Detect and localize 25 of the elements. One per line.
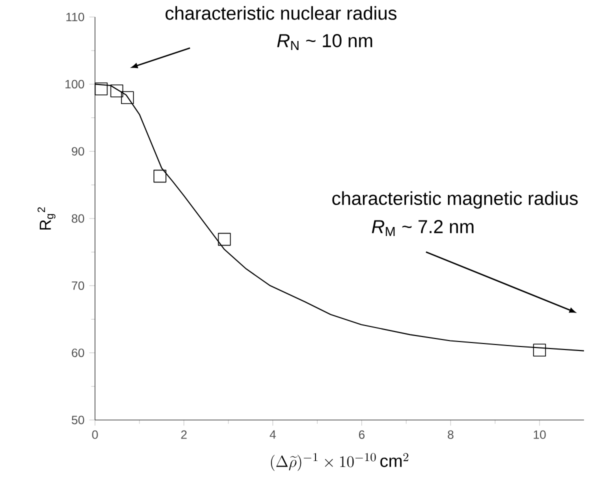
y-axis-title: R$_{g}$2 (38, 207, 56, 230)
point (110, 84, 124, 98)
y-tick-label: 110 (66, 12, 84, 22)
x-tick-label: 8 (448, 430, 454, 439)
x-tick-label: 4 (270, 430, 276, 439)
annotation: R$_{N}$ ~ 10 nm (277, 34, 372, 50)
annotation: characteristic magnetic radius (332, 191, 578, 209)
point (218, 232, 231, 246)
x-axis-title: $(\Delta\widetilde{\rho})^{-1}\times 10^{-10}\,\mathrm{cm}^{2}$ (270, 453, 408, 471)
y-tick-label: 90 (72, 147, 84, 156)
y-tick-label: 100 (66, 80, 84, 88)
y-tick-label: 70 (72, 281, 84, 290)
point (94, 82, 108, 96)
x-tick-label: 6 (358, 430, 365, 439)
x-tick-label: 10 (534, 430, 546, 439)
point (154, 170, 166, 183)
y-tick-label: 60 (72, 348, 84, 358)
y-tick-label: 50 (72, 416, 84, 424)
x-tick-label: 0 (92, 430, 98, 439)
x-tick-label: 2 (181, 430, 187, 439)
point (533, 344, 546, 357)
annotation: characteristic nuclear radius (166, 6, 396, 20)
annotation: R$_{M}$ ~ 7.2 nm (372, 220, 474, 236)
point (121, 91, 134, 104)
y-tick-label: 80 (72, 214, 84, 223)
